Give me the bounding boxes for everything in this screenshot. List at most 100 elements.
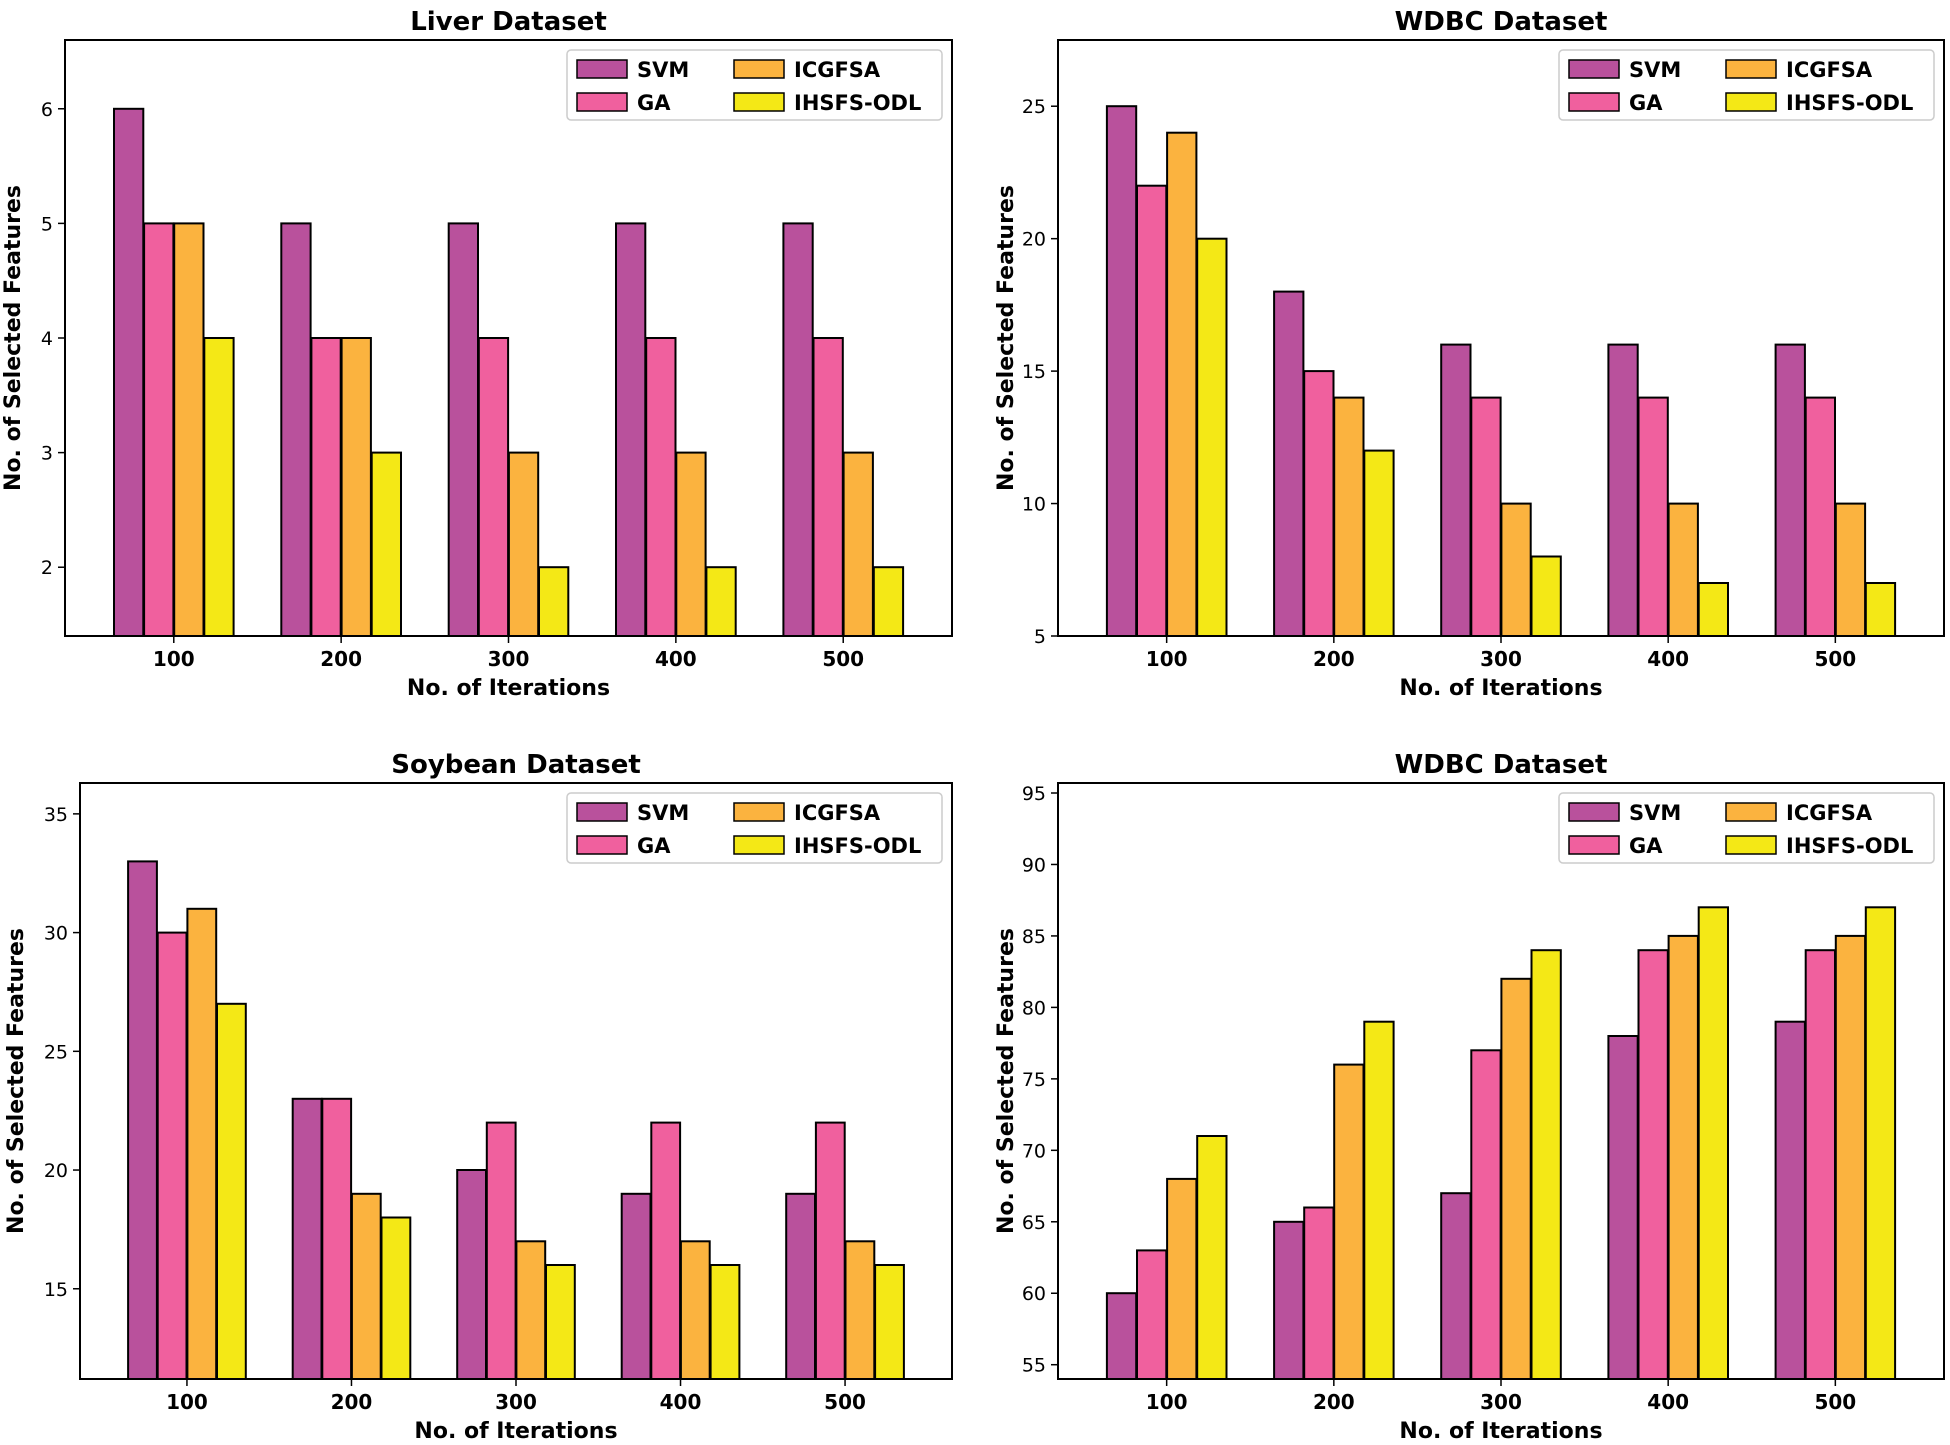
bar-svm-300 (447, 222, 480, 637)
bar-ga-500 (1804, 396, 1836, 637)
bar-icgfsa-500 (842, 451, 874, 637)
bar-ihsfs-odl-100 (203, 337, 235, 637)
bar-svm-100 (1105, 105, 1138, 637)
bar-icgfsa-400 (675, 451, 707, 637)
x-tick-label: 500 (1814, 647, 1856, 671)
x-tick-label: 500 (822, 647, 864, 671)
bar-ga-500 (1804, 949, 1836, 1380)
bar-svm-500 (782, 222, 814, 637)
y-tick-label: 70 (1022, 1140, 1046, 1162)
plot-frame (64, 39, 953, 637)
bar-ga-400 (650, 1121, 682, 1380)
bar-icgfsa-500 (1834, 502, 1867, 637)
y-tick-label: 95 (1022, 783, 1046, 805)
bar-ihsfs-odl-500 (1864, 906, 1897, 1380)
bar-ihsfs-odl-300 (538, 566, 570, 638)
y-tick-label: 3 (41, 443, 53, 465)
x-tick-label: 500 (1814, 1390, 1856, 1414)
x-axis-label: No. of Iterations (1399, 1419, 1602, 1444)
y-axis-label: No. of Selected Features (994, 185, 1019, 491)
y-tick-label: 55 (1022, 1355, 1046, 1377)
x-tick-label: 300 (1480, 1390, 1522, 1414)
bar-svm-400 (615, 222, 647, 637)
bar-icgfsa-100 (186, 907, 218, 1380)
x-tick-label: 300 (488, 647, 530, 671)
bar-ihsfs-odl-100 (1196, 237, 1228, 637)
bar-ga-400 (1637, 949, 1669, 1380)
x-tick-label: 200 (1313, 1390, 1355, 1414)
legend-swatch-ihsfs-odl (733, 92, 785, 112)
legend-swatch-icgfsa (1725, 802, 1777, 822)
x-axis-label: No. of Iterations (407, 676, 610, 701)
bar-ihsfs-odl-300 (545, 1264, 576, 1380)
bar-svm-100 (127, 860, 158, 1380)
chart-title: Soybean Dataset (391, 750, 641, 780)
x-axis-label: No. of Iterations (1399, 676, 1602, 701)
bar-svm-100 (1105, 1292, 1138, 1380)
legend-box (1558, 792, 1935, 864)
bar-svm-200 (1273, 290, 1305, 637)
y-tick-label: 5 (1034, 626, 1046, 648)
legend-label: IHSFS-ODL (1786, 91, 1913, 115)
chart-title: WDBC Dataset (1395, 750, 1608, 780)
legend-box (566, 49, 943, 121)
x-tick-label: 300 (495, 1390, 537, 1414)
legend-swatch-ihsfs-odl (733, 835, 785, 855)
chart-panel-3: Soybean Dataset 100 200 300 400 500 15 20 25 30 35… (4, 750, 953, 1444)
legend: SVM GA ICGFSA IHSFS-ODL (566, 49, 943, 121)
bar-ihsfs-odl-400 (1697, 582, 1729, 637)
legend-label: ICGFSA (1786, 801, 1873, 825)
legend-box (1558, 49, 1935, 121)
bar-ihsfs-odl-100 (1196, 1135, 1228, 1380)
legend-swatch-svm (576, 802, 628, 822)
legend-label: ICGFSA (1786, 58, 1873, 82)
bar-ga-300 (1470, 396, 1502, 637)
bar-ga-400 (1637, 396, 1669, 637)
x-tick-label: 500 (824, 1390, 866, 1414)
x-tick-label: 100 (153, 647, 195, 671)
chart-title: WDBC Dataset (1395, 7, 1608, 37)
y-tick-label: 25 (1022, 96, 1046, 118)
bar-ga-200 (1303, 1206, 1335, 1380)
legend-label: ICGFSA (794, 58, 881, 82)
legend-label: SVM (1629, 58, 1681, 82)
y-tick-label: 35 (44, 804, 68, 826)
bar-icgfsa-200 (340, 337, 372, 637)
bar-svm-500 (1774, 343, 1806, 637)
legend-label: ICGFSA (794, 801, 881, 825)
legend-swatch-icgfsa (733, 59, 785, 79)
x-tick-label: 400 (1647, 647, 1689, 671)
plot-frame (1057, 782, 1945, 1380)
bar-ga-300 (485, 1121, 517, 1380)
x-tick-label: 100 (1146, 1390, 1188, 1414)
y-tick-label: 20 (1022, 229, 1046, 251)
y-tick-label: 75 (1022, 1069, 1046, 1091)
legend-label: SVM (1629, 801, 1681, 825)
bar-svm-400 (620, 1192, 652, 1381)
bar-ga-400 (645, 337, 677, 637)
bar-icgfsa-400 (679, 1240, 711, 1381)
bar-svm-500 (785, 1192, 817, 1381)
bar-ihsfs-odl-200 (380, 1216, 412, 1380)
y-tick-label: 20 (44, 1160, 68, 1182)
chart-panel-1: Liver Dataset 100 200 300 400 500 2 3 4 5 6 No. of … (1, 7, 953, 701)
bar-ihsfs-odl-500 (1864, 582, 1897, 637)
x-tick-label: 100 (166, 1390, 208, 1414)
legend-label: IHSFS-ODL (794, 834, 921, 858)
bar-ga-200 (310, 337, 342, 637)
y-tick-label: 6 (41, 99, 53, 121)
bar-ga-200 (321, 1097, 353, 1381)
bar-svm-100 (113, 107, 145, 638)
chart-panel-2: WDBC Dataset 100 200 300 400 500 5 10 15 20 25 No. … (994, 7, 1945, 701)
y-tick-label: 4 (41, 328, 53, 350)
bar-ihsfs-odl-400 (1697, 906, 1729, 1380)
x-axis-label: No. of Iterations (414, 1419, 617, 1444)
legend-label: SVM (637, 58, 689, 82)
bar-svm-300 (1440, 1192, 1472, 1380)
y-tick-label: 85 (1022, 926, 1046, 948)
bar-icgfsa-400 (1667, 502, 1699, 637)
bar-ihsfs-odl-200 (1363, 1020, 1395, 1380)
bar-icgfsa-500 (844, 1240, 876, 1381)
legend-swatch-icgfsa (733, 802, 785, 822)
